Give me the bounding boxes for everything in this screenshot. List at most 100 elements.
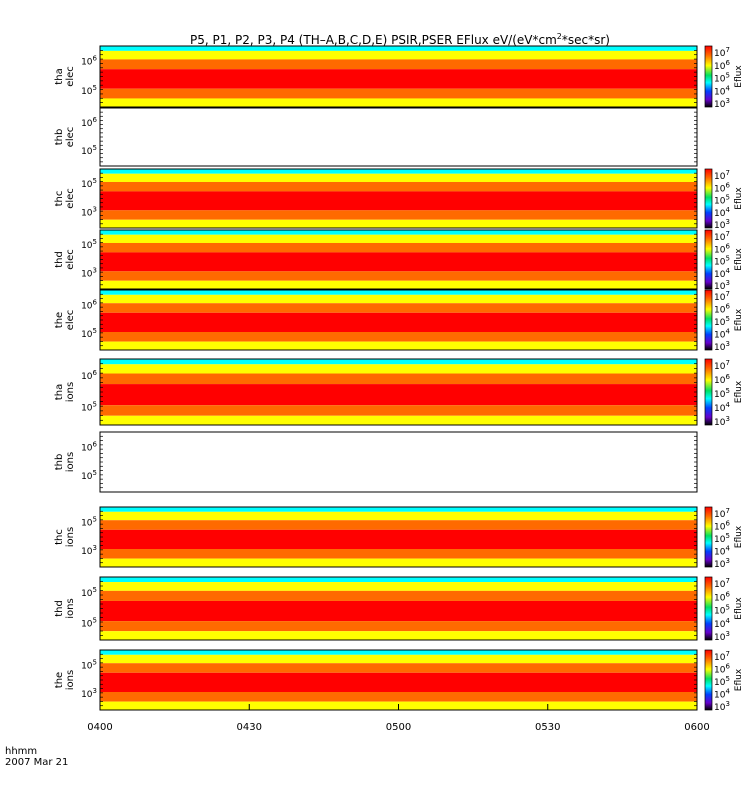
title-superscript: 2 [556,32,562,41]
colorbar-label: Eflux [734,187,744,210]
colorbar [704,358,713,426]
colorbar-tick-label: 103 [714,630,730,643]
spectrogram-band [100,173,697,182]
colorbar-tick-label: 107 [714,507,730,520]
spectrogram-band [100,169,697,174]
spectrogram-band [100,341,697,350]
spectrogram-band [100,303,697,313]
spectrogram-band [100,590,697,601]
panel-frame [99,431,698,493]
colorbar-tick-label: 106 [714,663,730,676]
colorbar [704,649,713,711]
spectrogram-band [100,405,697,416]
spectrogram-band [100,252,697,272]
spectrogram-band [100,359,697,365]
y-tick-label: 105 [81,401,97,414]
colorbar-label: Eflux [734,380,744,403]
panels-layer: 106105thaelec107106105104103Eflux106105t… [54,45,744,713]
spectrogram-band [100,577,697,583]
y-tick-label: 105 [81,177,97,190]
y-tick-label: 105 [81,327,97,340]
colorbar-label: Eflux [734,668,744,691]
y-tick-label: 105 [81,658,97,671]
colorbar-tick-label: 103 [714,415,730,428]
colorbar-tick-label: 105 [714,72,730,85]
spectrogram-band [100,582,697,591]
y-tick-label: 105 [81,238,97,251]
spectrogram-band [100,384,697,406]
spectrogram-band [100,507,697,512]
colorbar-label: Eflux [734,65,744,88]
title-text: P5, P1, P2, P3, P4 (TH–A,B,C,D,E) PSIR,P… [190,33,557,47]
spectrogram-band [100,191,697,211]
colorbar-label: Eflux [734,308,744,331]
colorbar-tick-label: 104 [714,401,730,414]
colorbar [704,168,713,229]
spectrogram-band [100,650,697,655]
colorbar-tick-label: 105 [714,675,730,688]
colorbar-tick-label: 107 [714,230,730,243]
y-tick-label: 105 [81,586,97,599]
y-tick-label: 106 [81,440,97,453]
colorbar-tick-label: 103 [714,340,730,353]
spectrogram-band [100,529,697,549]
spectrogram-band [100,234,697,243]
y-tick-label: 105 [81,469,97,482]
x-tick-label: 0400 [87,722,112,733]
date-label: 2007 Mar 21 [5,757,69,768]
x-tick-label: 0530 [535,722,560,733]
y-tick-label: 106 [81,55,97,68]
x-tick-label: 0500 [386,722,411,733]
y-tick-label: 106 [81,298,97,311]
spectrogram-band [100,50,697,60]
time-axis-label: hhmm [5,746,38,757]
spectrogram-band [100,46,697,51]
y-tick-label: 106 [81,116,97,129]
spectrogram-band [100,290,697,295]
panel-label: thdelec [54,249,76,270]
colorbar [704,45,713,108]
title-tail: *sec*sr) [561,33,610,47]
colorbar-tick-label: 105 [714,532,730,545]
panel-label: thaions [54,382,76,402]
spectrogram-band [100,631,697,640]
panel-label: thaelec [54,66,76,87]
time-axis-caption: hhmm 2007 Mar 21 [5,746,68,768]
spectrogram-band [100,230,697,235]
x-tick-label: 0430 [237,722,262,733]
colorbar-tick-label: 105 [714,194,730,207]
panel-label: thdions [54,598,76,618]
colorbar-tick-label: 107 [714,169,730,182]
y-tick-label: 103 [81,544,97,557]
spectrogram-band [100,88,697,99]
spectrogram-band [100,280,697,289]
spectrogram-band [100,663,697,673]
y-tick-label: 105 [81,144,97,157]
spectrogram-band [100,332,697,342]
colorbar-tick-label: 105 [714,387,730,400]
panel-label: theions [54,670,76,690]
spectrogram-band [100,98,697,107]
page-title: P5, P1, P2, P3, P4 (TH–A,B,C,D,E) PSIR,P… [100,30,700,47]
colorbar-tick-label: 104 [714,617,730,630]
colorbar-tick-label: 107 [714,650,730,663]
spectrogram-band [100,549,697,559]
spectrogram-band [100,242,697,253]
colorbar-tick-label: 106 [714,373,730,386]
spectrogram-band [100,69,697,89]
colorbar-label: Eflux [734,597,744,620]
panel-thb-elec: 106 105 thbelec [54,107,698,167]
panel-label: thbelec [54,127,76,148]
y-tick-label: 103 [81,266,97,279]
spectrogram-band [100,364,697,374]
spectrogram-band [100,294,697,304]
y-tick-label: 103 [81,687,97,700]
